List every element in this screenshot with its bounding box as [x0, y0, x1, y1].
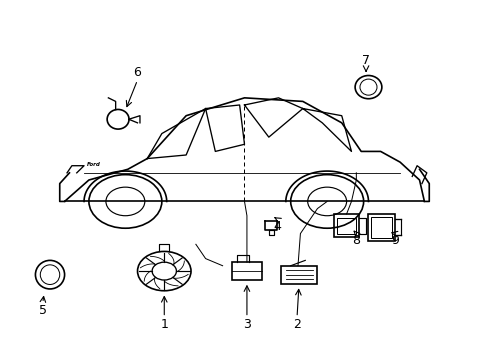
Text: 5: 5: [39, 304, 47, 317]
Text: 6: 6: [133, 66, 141, 79]
Text: 3: 3: [243, 318, 250, 331]
Text: 9: 9: [390, 234, 398, 247]
Text: 2: 2: [292, 318, 300, 331]
Text: 7: 7: [361, 54, 369, 67]
Text: Ford: Ford: [87, 162, 101, 167]
Text: 1: 1: [160, 318, 168, 331]
Text: 4: 4: [273, 220, 281, 233]
Text: 8: 8: [352, 234, 360, 247]
